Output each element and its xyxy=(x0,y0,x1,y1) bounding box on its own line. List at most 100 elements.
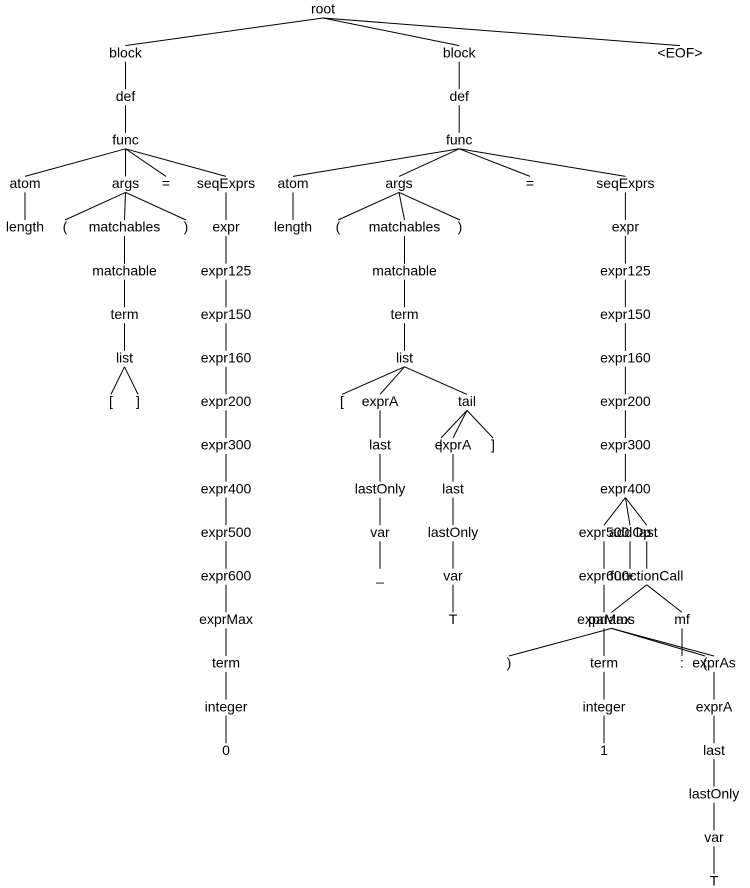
tree-node-expr600: expr600 xyxy=(201,568,252,584)
tree-node-matchable: matchable xyxy=(372,262,437,278)
tree-node-0: 0 xyxy=(222,742,230,758)
node-label: exprMax xyxy=(577,611,631,627)
tree-nodes: root block def func atom length args ( matchable… xyxy=(6,1,739,888)
tree-edge xyxy=(611,584,648,613)
tree-node-expr125: expr125 xyxy=(600,262,651,278)
tree-node-list: list xyxy=(396,350,413,366)
node-label: _ xyxy=(375,568,384,584)
node-label: addOp xyxy=(609,524,651,540)
tree-node-last: last xyxy=(703,742,725,758)
node-label: ) xyxy=(458,219,463,235)
tree-node-expras: exprAs xyxy=(692,655,736,671)
tree-edge xyxy=(624,497,648,526)
node-label: <EOF> xyxy=(657,44,702,60)
node-label: def xyxy=(449,88,469,104)
node-label: var xyxy=(443,568,463,584)
tree-edge xyxy=(337,191,400,221)
node-label: [ xyxy=(340,393,344,409)
node-label: term xyxy=(111,306,139,322)
node-label: args xyxy=(112,175,139,191)
tree-node-var: var xyxy=(370,524,390,540)
node-label: expr600 xyxy=(201,568,252,584)
tree-edge xyxy=(125,148,227,177)
node-label: matchables xyxy=(369,219,441,235)
tree-node-expr150: expr150 xyxy=(201,306,252,322)
node-label: ( xyxy=(336,219,341,235)
node-label: block xyxy=(443,44,477,60)
node-label: expr300 xyxy=(201,437,252,453)
tree-node-exprmax: exprMax xyxy=(577,611,631,627)
node-label: expr160 xyxy=(600,350,651,366)
node-label: seqExprs xyxy=(596,175,654,191)
node-label: root xyxy=(311,1,335,17)
node-label: func xyxy=(446,132,472,148)
node-label: expr500 xyxy=(579,524,630,540)
tree-node-integer: integer xyxy=(583,698,626,714)
node-label: matchables xyxy=(89,219,161,235)
tree-node-last: last xyxy=(442,480,464,496)
tree-edge xyxy=(398,192,405,221)
tree-node-lastonly: lastOnly xyxy=(689,786,740,802)
node-label: list xyxy=(396,350,413,366)
tree-node-matchables: matchables xyxy=(369,219,441,235)
node-label: expr160 xyxy=(201,350,252,366)
tree-node-lparen: ( xyxy=(63,219,68,235)
node-label: expr200 xyxy=(201,393,252,409)
tree-edge xyxy=(646,584,683,613)
tree-node-expr200: expr200 xyxy=(201,393,252,409)
tree-edge xyxy=(459,148,626,177)
node-label: exprA xyxy=(362,393,399,409)
node-label: + xyxy=(626,568,634,584)
tree-node-lbracket: [ xyxy=(340,393,344,409)
tree-node-var: var xyxy=(704,829,724,845)
node-label: block xyxy=(109,44,143,60)
tree-node-var: var xyxy=(443,568,463,584)
node-label: seqExprs xyxy=(197,175,255,191)
tree-node-matchable: matchable xyxy=(92,262,157,278)
tree-edge xyxy=(459,148,531,177)
tree-node-seqexprs: seqExprs xyxy=(596,175,654,191)
tree-edge xyxy=(322,17,460,47)
node-label: lastOnly xyxy=(689,786,740,802)
node-label: exprAs xyxy=(692,655,736,671)
tree-node-rparen: ) xyxy=(184,219,189,235)
tree-node-def: def xyxy=(116,88,136,104)
node-label: expr xyxy=(212,219,240,235)
tree-node-rparen: ) xyxy=(458,219,463,235)
tree-edge xyxy=(125,17,324,47)
tree-node-expra: exprA xyxy=(435,437,472,453)
tree-node-pipe: | xyxy=(439,437,443,453)
node-label: length xyxy=(6,219,44,235)
node-label: term xyxy=(391,306,419,322)
node-label: atom xyxy=(9,175,40,191)
tree-node-rbracket: ] xyxy=(491,437,495,453)
tree-node-args: args xyxy=(385,175,412,191)
tree-node-expr400: expr400 xyxy=(201,480,252,496)
tree-node-lparen: ( xyxy=(703,655,708,671)
node-label: expr150 xyxy=(201,306,252,322)
node-label: lastOnly xyxy=(355,480,406,496)
node-label: matchable xyxy=(92,262,157,278)
tree-node-rbracket: ] xyxy=(136,393,140,409)
tree-node-term: term xyxy=(212,655,240,671)
tree-node-args: args xyxy=(112,175,139,191)
node-label: expr150 xyxy=(600,306,651,322)
tree-edge xyxy=(624,497,631,526)
tree-node-exprmax: exprMax xyxy=(199,611,253,627)
node-label: args xyxy=(385,175,412,191)
node-label: | xyxy=(439,437,443,453)
node-label: last xyxy=(369,437,391,453)
tree-edge xyxy=(404,366,468,395)
node-label: last xyxy=(442,480,464,496)
tree-edge xyxy=(466,410,494,439)
tree-node-seqexprs: seqExprs xyxy=(197,175,255,191)
tree-node-plus: + xyxy=(626,568,634,584)
node-label: mf xyxy=(674,611,690,627)
node-label: ) xyxy=(507,655,512,671)
node-label: def xyxy=(116,88,136,104)
node-label: [ xyxy=(109,393,113,409)
tree-node-params: params xyxy=(588,611,635,627)
tree-edge xyxy=(603,497,626,526)
node-label: integer xyxy=(583,698,626,714)
